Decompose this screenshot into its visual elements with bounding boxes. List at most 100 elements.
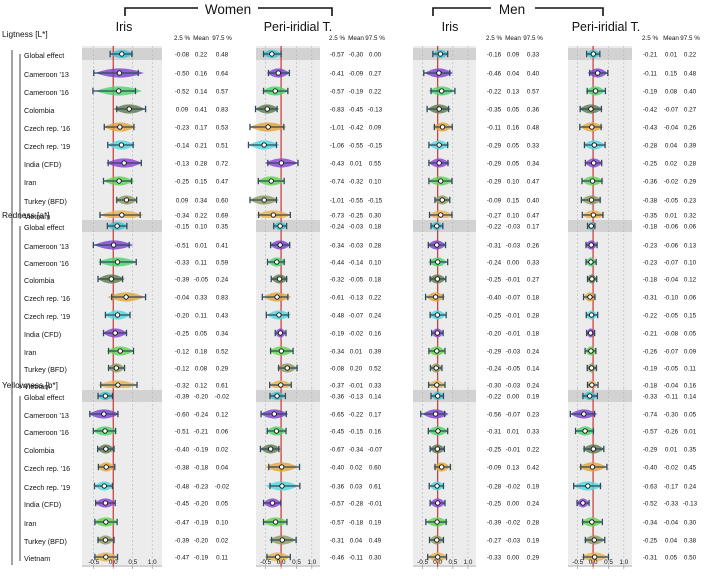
stat-upper: 0.14 xyxy=(369,394,382,401)
mean-point xyxy=(439,124,446,130)
stat-upper: 0.06 xyxy=(684,224,697,231)
stat-lower: -0.48 xyxy=(330,313,345,320)
global-effect-band xyxy=(413,220,476,232)
row-label: Vietnam xyxy=(24,554,50,563)
stat-lower: -0.09 xyxy=(487,198,502,205)
stat-mean: -0.04 xyxy=(664,520,679,527)
stat-lower: -0.29 xyxy=(487,179,502,186)
row-label: India (CFD) xyxy=(24,500,61,509)
mean-point xyxy=(270,212,277,218)
stat-lower: -0.51 xyxy=(175,243,190,250)
mean-point xyxy=(436,160,442,166)
stat-mean: 0.22 xyxy=(195,213,208,220)
mean-point xyxy=(267,446,274,452)
stat-upper: 0.23 xyxy=(527,412,540,419)
stat-upper: 0.59 xyxy=(216,260,229,267)
stat-lower: -0.25 xyxy=(175,179,190,186)
stat-upper: 0.39 xyxy=(684,143,697,150)
stat-mean: 0.05 xyxy=(507,143,520,150)
stat-lower: -0.34 xyxy=(175,213,190,220)
stat-lower: -1.01 xyxy=(330,198,345,205)
stat-lower: -0.25 xyxy=(643,161,658,168)
stat-header: Mean xyxy=(193,35,209,42)
stat-lower: -0.29 xyxy=(643,447,658,454)
stat-mean: -0.55 xyxy=(349,143,364,150)
stat-upper: 0.26 xyxy=(527,243,540,250)
stat-lower: 0.09 xyxy=(176,107,189,114)
stat-upper: 0.52 xyxy=(369,366,382,373)
stat-mean: 0.01 xyxy=(507,429,520,436)
stat-upper: 0.10 xyxy=(684,260,697,267)
stat-mean: 0.28 xyxy=(195,161,208,168)
row-label: India (CFD) xyxy=(24,160,61,169)
mean-point xyxy=(580,500,586,506)
stat-upper: -0.13 xyxy=(368,107,383,114)
stat-lower: -0.45 xyxy=(330,429,345,436)
stat-upper: 0.33 xyxy=(527,429,540,436)
section-label: Yellowness [b*] xyxy=(2,380,58,390)
panel-background xyxy=(413,218,476,395)
stat-upper: 0.33 xyxy=(369,383,382,390)
stat-mean: 0.14 xyxy=(195,89,208,96)
stat-upper: 0.41 xyxy=(216,243,229,250)
mean-point xyxy=(591,537,597,543)
stat-mean: -0.32 xyxy=(349,179,364,186)
mean-point xyxy=(432,411,439,417)
stat-mean: -0.02 xyxy=(349,331,364,338)
stat-upper: 0.33 xyxy=(527,260,540,267)
stat-upper: 0.39 xyxy=(369,349,382,356)
stat-mean: 0.21 xyxy=(195,143,208,150)
mean-point xyxy=(268,178,274,184)
stat-upper: 0.30 xyxy=(369,555,382,562)
stat-lower: -0.33 xyxy=(487,555,502,562)
stat-header: 97.5 % xyxy=(212,35,232,42)
stat-mean: 0.01 xyxy=(350,161,363,168)
stat-upper: 0.05 xyxy=(684,412,697,419)
stat-header: 2.5 % xyxy=(329,35,346,42)
stat-mean: -0.06 xyxy=(664,243,679,250)
x-tick-label: -0.5 xyxy=(572,559,583,566)
stat-mean: 0.41 xyxy=(195,107,208,114)
row-label: Turkey (BFD) xyxy=(24,537,67,546)
mean-point xyxy=(110,242,117,248)
mean-point xyxy=(108,276,114,282)
stat-lower: -0.18 xyxy=(643,383,658,390)
stat-upper: 0.24 xyxy=(527,383,540,390)
stat-upper: 0.47 xyxy=(527,213,540,220)
stat-mean: -0.42 xyxy=(349,125,364,132)
mean-point xyxy=(438,88,445,94)
mean-point xyxy=(116,88,122,94)
stat-upper: 0.02 xyxy=(216,538,229,545)
stat-upper: 0.35 xyxy=(216,224,229,231)
stat-upper: 0.53 xyxy=(216,125,229,132)
stat-mean: -0.03 xyxy=(349,224,364,231)
stat-lower: -0.46 xyxy=(330,555,345,562)
stat-lower: -0.29 xyxy=(487,143,502,150)
mean-point xyxy=(436,70,442,76)
stat-mean: 0.00 xyxy=(507,394,520,401)
stat-mean: -0.01 xyxy=(506,313,521,320)
panel-title: Iris xyxy=(116,20,133,34)
stat-upper: 0.09 xyxy=(684,349,697,356)
stat-mean: 0.05 xyxy=(195,331,208,338)
stat-mean: -0.13 xyxy=(349,394,364,401)
stat-upper: 0.30 xyxy=(684,520,697,527)
stat-mean: 0.01 xyxy=(350,349,363,356)
stat-mean: -0.11 xyxy=(664,394,678,401)
stat-lower: -0.47 xyxy=(175,520,190,527)
panel-0-2 xyxy=(413,46,476,225)
stat-mean: -0.13 xyxy=(349,295,364,302)
stat-lower: -0.31 xyxy=(487,243,502,250)
stat-mean: -0.03 xyxy=(506,538,521,545)
stat-lower: -0.26 xyxy=(643,349,658,356)
stat-upper: 0.32 xyxy=(684,213,697,220)
stat-mean: 0.04 xyxy=(350,538,363,545)
panel-title: Iris xyxy=(442,20,459,34)
mean-point xyxy=(123,197,130,203)
mean-point xyxy=(276,312,282,318)
mean-point xyxy=(116,178,122,184)
stat-mean: -0.05 xyxy=(349,277,364,284)
mean-point xyxy=(277,330,284,336)
stat-lower: -0.43 xyxy=(643,125,658,132)
mean-point xyxy=(114,259,121,265)
